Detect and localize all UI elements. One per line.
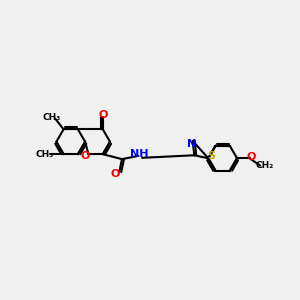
Text: O: O [247, 152, 256, 162]
Text: O: O [111, 169, 120, 179]
Text: NH: NH [130, 148, 148, 158]
Text: CH₃: CH₃ [36, 150, 54, 159]
Text: O: O [98, 110, 107, 120]
Text: N: N [187, 139, 196, 149]
Text: CH₃: CH₃ [42, 113, 61, 122]
Text: CH₂: CH₂ [256, 161, 274, 170]
Text: O: O [80, 151, 90, 161]
Text: S: S [207, 151, 215, 160]
